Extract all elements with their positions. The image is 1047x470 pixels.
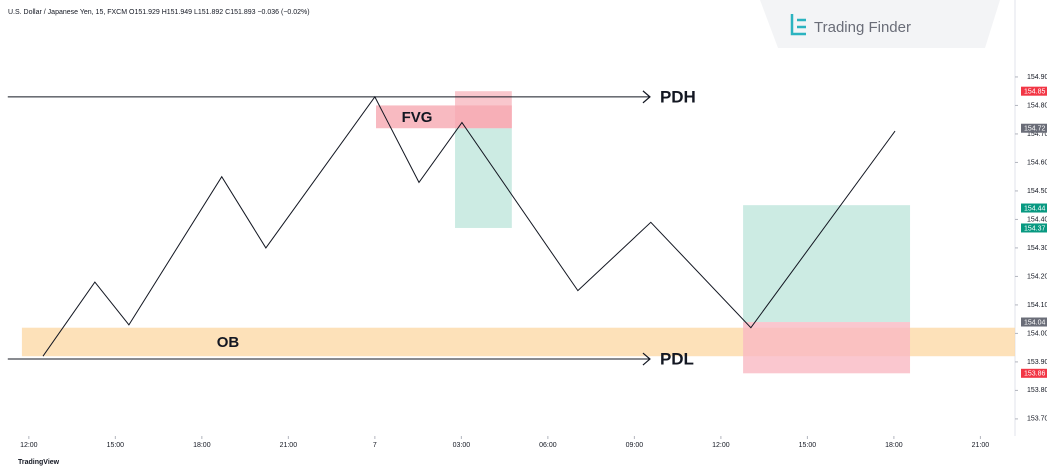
- y-tick-label: 154.90: [1027, 74, 1047, 81]
- x-tick-label: 18:00: [885, 442, 903, 449]
- symbol-header: U.S. Dollar / Japanese Yen, 15, FXCM O15…: [8, 9, 310, 16]
- y-tick-label: 153.80: [1027, 387, 1047, 394]
- x-tick-label: 12:00: [712, 442, 730, 449]
- y-tick-label: 153.90: [1027, 359, 1047, 366]
- logo-icon: [790, 14, 806, 36]
- x-tick-label: 03:00: [453, 442, 471, 449]
- logo-backdrop: [760, 0, 1000, 48]
- zone: [743, 322, 911, 374]
- level-label: PDH: [660, 87, 696, 106]
- price-tag-label: 154.44: [1024, 205, 1046, 212]
- y-tick-label: 154.00: [1027, 330, 1047, 337]
- x-tick-label: 09:00: [626, 442, 644, 449]
- level-label: PDL: [660, 350, 694, 369]
- level-arrowhead: [642, 90, 651, 104]
- y-tick-label: 154.40: [1027, 216, 1047, 223]
- x-tick-label: 15:00: [107, 442, 125, 449]
- x-tick-label: 7: [373, 442, 377, 449]
- price-tag: [1021, 317, 1047, 327]
- price-tag: [1021, 86, 1047, 96]
- price-tag-label: 154.04: [1024, 319, 1046, 326]
- x-tick-label: 21:00: [280, 442, 298, 449]
- logo-text: Trading Finder: [814, 19, 911, 36]
- y-tick-label: 153.70: [1027, 416, 1047, 423]
- zone: [455, 128, 512, 228]
- x-tick-label: 12:00: [20, 442, 38, 449]
- level-arrowhead: [642, 352, 651, 366]
- price-tag-label: 154.37: [1024, 225, 1046, 232]
- y-tick-label: 154.80: [1027, 102, 1047, 109]
- x-tick-label: 15:00: [799, 442, 817, 449]
- y-tick-label: 154.30: [1027, 245, 1047, 252]
- price-line: [42, 95, 896, 357]
- y-tick-label: 154.60: [1027, 159, 1047, 166]
- x-tick-label: 06:00: [539, 442, 557, 449]
- zone-label: OB: [217, 334, 240, 351]
- price-tag-label: 154.72: [1024, 126, 1046, 133]
- price-tag-label: 154.85: [1024, 89, 1046, 96]
- y-tick-label: 154.50: [1027, 188, 1047, 195]
- y-tick-label: 154.70: [1027, 131, 1047, 138]
- x-tick-label: 21:00: [972, 442, 990, 449]
- zone-label: FVG: [402, 109, 433, 126]
- price-tag: [1021, 123, 1047, 133]
- y-tick-label: 154.20: [1027, 273, 1047, 280]
- price-tag: [1021, 223, 1047, 233]
- price-tag-label: 153.86: [1024, 371, 1046, 378]
- zone: [376, 105, 512, 129]
- price-tag: [1021, 368, 1047, 378]
- x-tick-label: 18:00: [193, 442, 211, 449]
- footer-brand: TradingView: [18, 459, 60, 466]
- y-tick-label: 154.10: [1027, 302, 1047, 309]
- price-tag: [1021, 203, 1047, 213]
